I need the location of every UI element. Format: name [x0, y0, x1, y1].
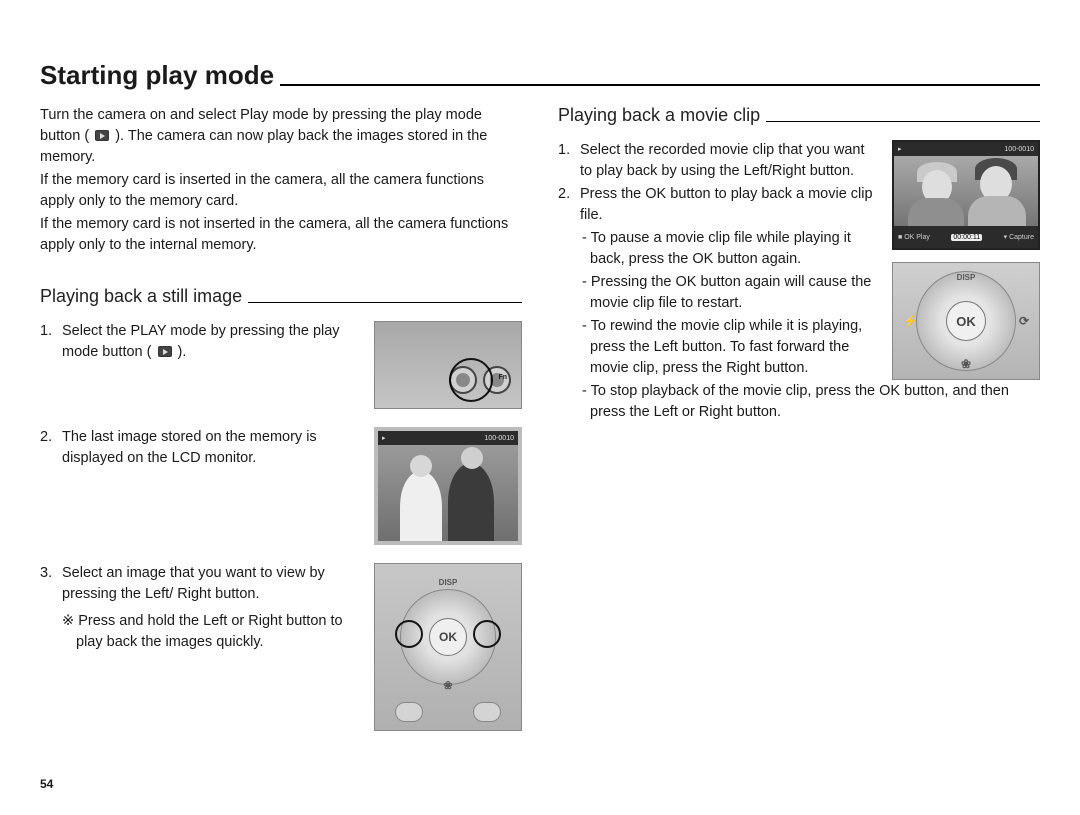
- movie-bot-left: ■ OK Play: [898, 234, 930, 241]
- person-groom: [448, 463, 494, 541]
- right-sub-2: - Pressing the OK button again will caus…: [558, 272, 878, 314]
- macro-icon: ❀: [961, 357, 971, 371]
- left-subheading-row: Playing back a still image: [40, 286, 522, 307]
- right-sub-3: - To rewind the movie clip while it is p…: [558, 316, 878, 379]
- body-1: [908, 198, 964, 226]
- right-sub-1: - To pause a movie clip file while playi…: [558, 228, 878, 270]
- lcd-play-icon: ▸: [382, 434, 386, 442]
- flash-icon: ⚡: [903, 314, 918, 328]
- right-step-2: 2.Press the OK button to play back a mov…: [558, 184, 878, 226]
- left-step-2-text: 2.The last image stored on the memory is…: [40, 427, 360, 545]
- left-step-3-text: 3.Select an image that you want to view …: [40, 563, 360, 731]
- right-sub4-body: To stop playback of the movie clip, pres…: [590, 383, 1009, 420]
- small-button: [395, 702, 423, 722]
- left-note: ※ Press and hold the Left or Right butto…: [76, 611, 360, 653]
- figure-dpad: OK DISP ❀: [374, 563, 522, 731]
- fn-label: Fn: [498, 374, 507, 381]
- body-2: [968, 196, 1026, 226]
- figure-lcd: ▸ 100-0010: [374, 427, 522, 545]
- right-content-flex: 1.Select the recorded movie clip that yo…: [558, 140, 1040, 381]
- left-step3-body: Select an image that you want to view by…: [62, 565, 325, 602]
- lcd-top-bar: ▸ 100-0010: [378, 431, 518, 445]
- left-step2-body: The last image stored on the memory is d…: [62, 429, 317, 466]
- step-num: 1.: [558, 140, 580, 161]
- intro-block: Turn the camera on and select Play mode …: [40, 105, 522, 256]
- left-step-3: 3.Select an image that you want to view …: [40, 563, 522, 731]
- ok-hint-icon: OK: [904, 234, 914, 241]
- dpad-bottom-buttons: [395, 702, 501, 724]
- left-step-2: 2.The last image stored on the memory is…: [40, 427, 522, 545]
- left-step1b: ).: [174, 344, 187, 360]
- stop-icon: ■: [898, 234, 902, 241]
- left-step1a: Select the PLAY mode by pressing the pla…: [62, 323, 340, 360]
- movie-lcd-illustration: ▸ 100-0010 ■ OK Play 00:00:11: [892, 140, 1040, 250]
- movie-play-icon: ▸: [898, 145, 902, 153]
- intro-p2: If the memory card is inserted in the ca…: [40, 170, 522, 212]
- play-mode-icon: [158, 346, 172, 357]
- lcd-illustration: ▸ 100-0010: [374, 427, 522, 545]
- lcd-counter: 100-0010: [484, 435, 514, 442]
- play-hint: Play: [916, 234, 930, 241]
- right-sub1-body: To pause a movie clip file while playing…: [590, 230, 851, 267]
- movie-bottom-bar: ■ OK Play 00:00:11 ▾ Capture: [894, 226, 1038, 248]
- step-num: 3.: [40, 563, 62, 584]
- camera-top-illustration: Fn: [374, 321, 522, 409]
- ok-button-label: OK: [429, 618, 467, 656]
- movie-bot-right: ▾ Capture: [1004, 233, 1034, 241]
- right-subheading-row: Playing back a movie clip: [558, 105, 1040, 126]
- figure-camera-top: Fn: [374, 321, 522, 409]
- right-text-block: 1.Select the recorded movie clip that yo…: [558, 140, 878, 381]
- disp-label: DISP: [439, 578, 458, 587]
- right-subheading-rule: [766, 121, 1040, 122]
- right-dpad-illustration: OK DISP ❀ ⚡ ⟳: [892, 262, 1040, 380]
- highlight-ring-left: [395, 620, 423, 648]
- step-num: 2.: [40, 427, 62, 448]
- intro-p1: Turn the camera on and select Play mode …: [40, 105, 522, 168]
- note-marker: ※: [62, 613, 74, 629]
- page-number: 54: [40, 777, 53, 791]
- note-body: Press and hold the Left or Right button …: [76, 613, 343, 650]
- step-num: 1.: [40, 321, 62, 342]
- right-step2-body: Press the OK button to play back a movie…: [580, 186, 873, 223]
- right-subheading: Playing back a movie clip: [558, 105, 766, 126]
- page-title-row: Starting play mode: [40, 60, 1040, 91]
- highlight-ring: [449, 358, 493, 402]
- play-mode-icon: [95, 130, 109, 141]
- right-figures: ▸ 100-0010 ■ OK Play 00:00:11: [892, 140, 1040, 381]
- timer-icon: ⟳: [1019, 314, 1029, 328]
- left-subheading-rule: [248, 302, 522, 303]
- two-column-layout: Turn the camera on and select Play mode …: [40, 105, 1040, 749]
- right-step-1: 1.Select the recorded movie clip that yo…: [558, 140, 878, 182]
- left-column: Turn the camera on and select Play mode …: [40, 105, 522, 749]
- lcd-photo: [378, 445, 518, 541]
- movie-timer: 00:00:11: [951, 234, 982, 241]
- left-subheading: Playing back a still image: [40, 286, 248, 307]
- dpad-illustration: OK DISP ❀: [374, 563, 522, 731]
- right-column: Playing back a movie clip 1.Select the r…: [558, 105, 1040, 749]
- highlight-ring-right: [473, 620, 501, 648]
- down-icon: ▾: [1004, 234, 1008, 241]
- disp-label: DISP: [957, 273, 976, 282]
- right-step1-body: Select the recorded movie clip that you …: [580, 142, 865, 179]
- right-sub2-body: Pressing the OK button again will cause …: [590, 274, 871, 311]
- step-num: 2.: [558, 184, 580, 205]
- title-rule: [280, 84, 1040, 86]
- right-sub-4: - To stop playback of the movie clip, pr…: [558, 381, 1040, 423]
- right-text-continued: - To stop playback of the movie clip, pr…: [558, 381, 1040, 423]
- left-step-1: 1.Select the PLAY mode by pressing the p…: [40, 321, 522, 409]
- movie-counter: 100-0010: [1004, 146, 1034, 153]
- ok-button-label: OK: [946, 301, 986, 341]
- movie-top-bar: ▸ 100-0010: [894, 142, 1038, 156]
- page-title: Starting play mode: [40, 60, 280, 91]
- movie-photo: [894, 156, 1038, 226]
- macro-icon: ❀: [443, 679, 452, 692]
- small-button: [473, 702, 501, 722]
- left-step-1-text: 1.Select the PLAY mode by pressing the p…: [40, 321, 360, 409]
- person-bride: [400, 471, 442, 541]
- intro-p3: If the memory card is not inserted in th…: [40, 214, 522, 256]
- capture-hint: Capture: [1009, 234, 1034, 241]
- right-sub3-body: To rewind the movie clip while it is pla…: [590, 318, 862, 376]
